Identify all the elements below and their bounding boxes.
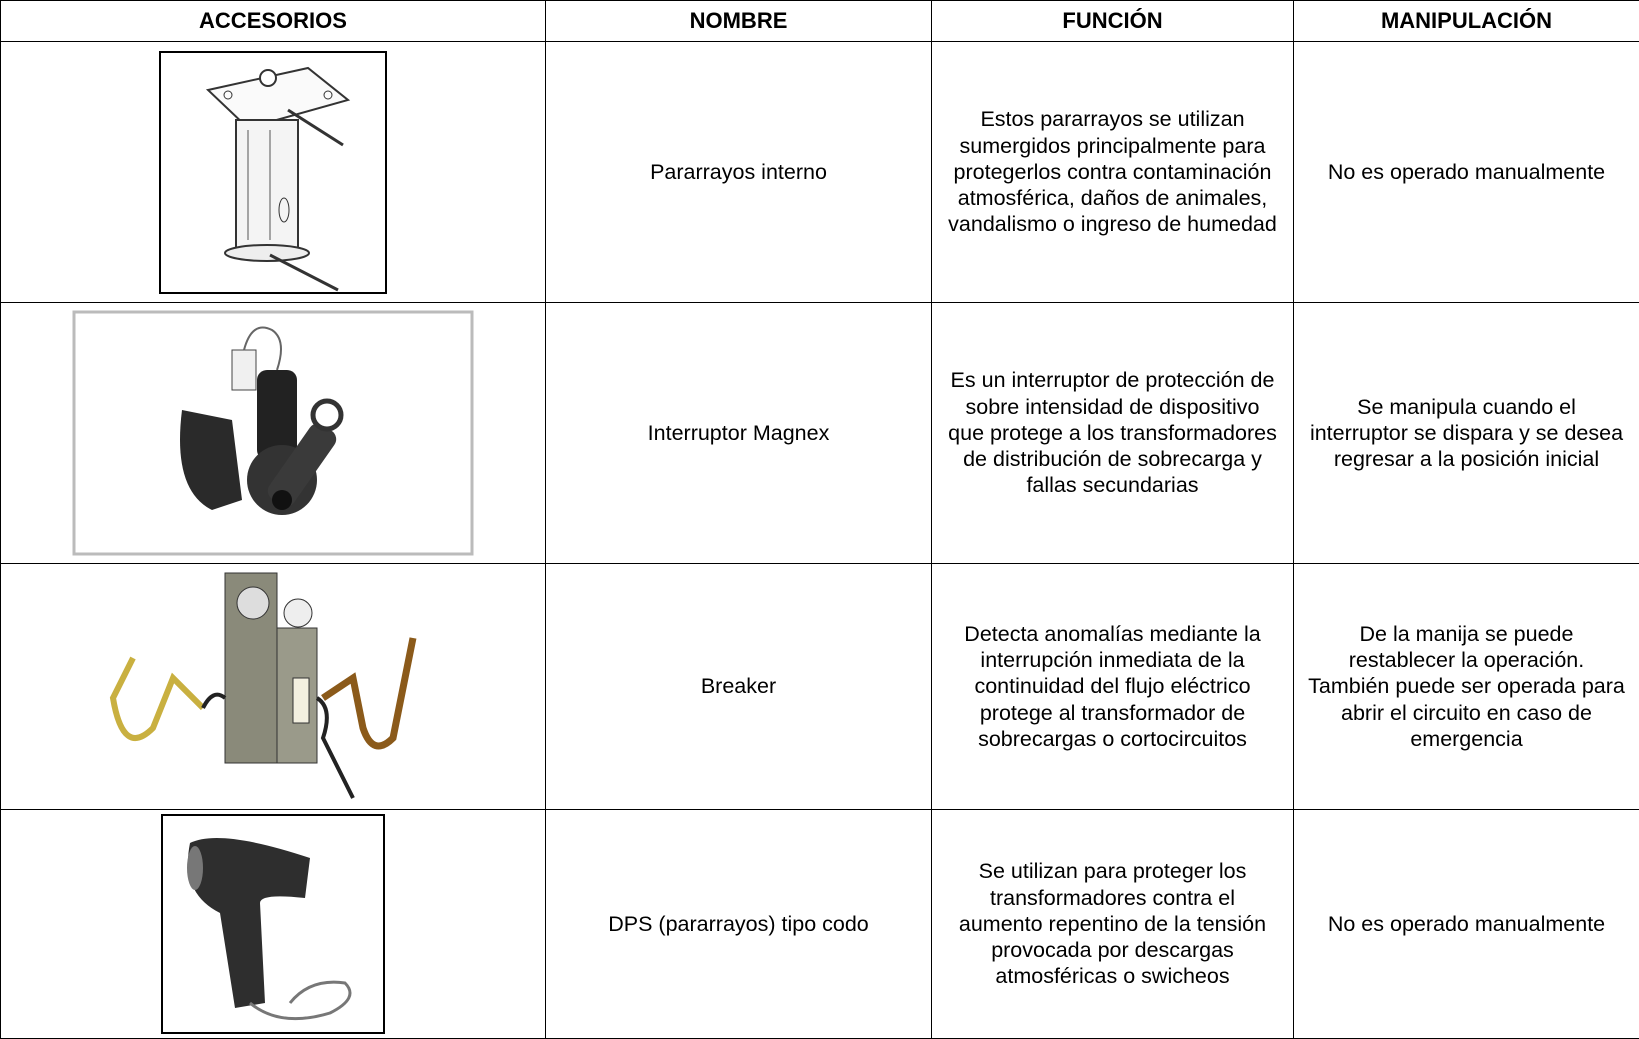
breaker-image [109, 572, 417, 799]
magnex-image [72, 310, 474, 556]
table-row: DPS (pararrayos) tipo codo Se utilizan p… [0, 809, 1639, 1039]
name-cell: DPS (pararrayos) tipo codo [545, 809, 932, 1039]
header-cell: ACCESORIOS [0, 0, 546, 42]
handling-cell: De la manija se puede restablecer la ope… [1293, 563, 1639, 810]
table-row: Breaker Detecta anomalías mediante la in… [0, 563, 1639, 810]
handling-cell: No es operado manualmente [1293, 41, 1639, 303]
elbow-arrester-image [161, 814, 385, 1034]
image-cell [0, 809, 546, 1039]
header-cell: FUNCIÓN [931, 0, 1294, 42]
function-cell: Se utilizan para proteger los transforma… [931, 809, 1294, 1039]
name-cell: Interruptor Magnex [545, 302, 932, 564]
function-cell: Estos pararrayos se utilizan sumergidos … [931, 41, 1294, 303]
image-cell [0, 41, 546, 303]
image-cell [0, 302, 546, 564]
header-cell: MANIPULACIÓN [1293, 0, 1639, 42]
function-cell: Es un interruptor de protección de sobre… [931, 302, 1294, 564]
image-cell [0, 563, 546, 810]
table-row: Interruptor Magnex Es un interruptor de … [0, 302, 1639, 564]
name-cell: Pararrayos interno [545, 41, 932, 303]
handling-cell: Se manipula cuando el interruptor se dis… [1293, 302, 1639, 564]
table-row: Pararrayos interno Estos pararrayos se u… [0, 41, 1639, 303]
function-cell: Detecta anomalías mediante la interrupci… [931, 563, 1294, 810]
arrester-image [159, 50, 387, 294]
header-cell: NOMBRE [545, 0, 932, 42]
handling-cell: No es operado manualmente [1293, 809, 1639, 1039]
name-cell: Breaker [545, 563, 932, 810]
header-row: ACCESORIOS NOMBRE FUNCIÓN MANIPULACIÓN [0, 0, 1639, 42]
